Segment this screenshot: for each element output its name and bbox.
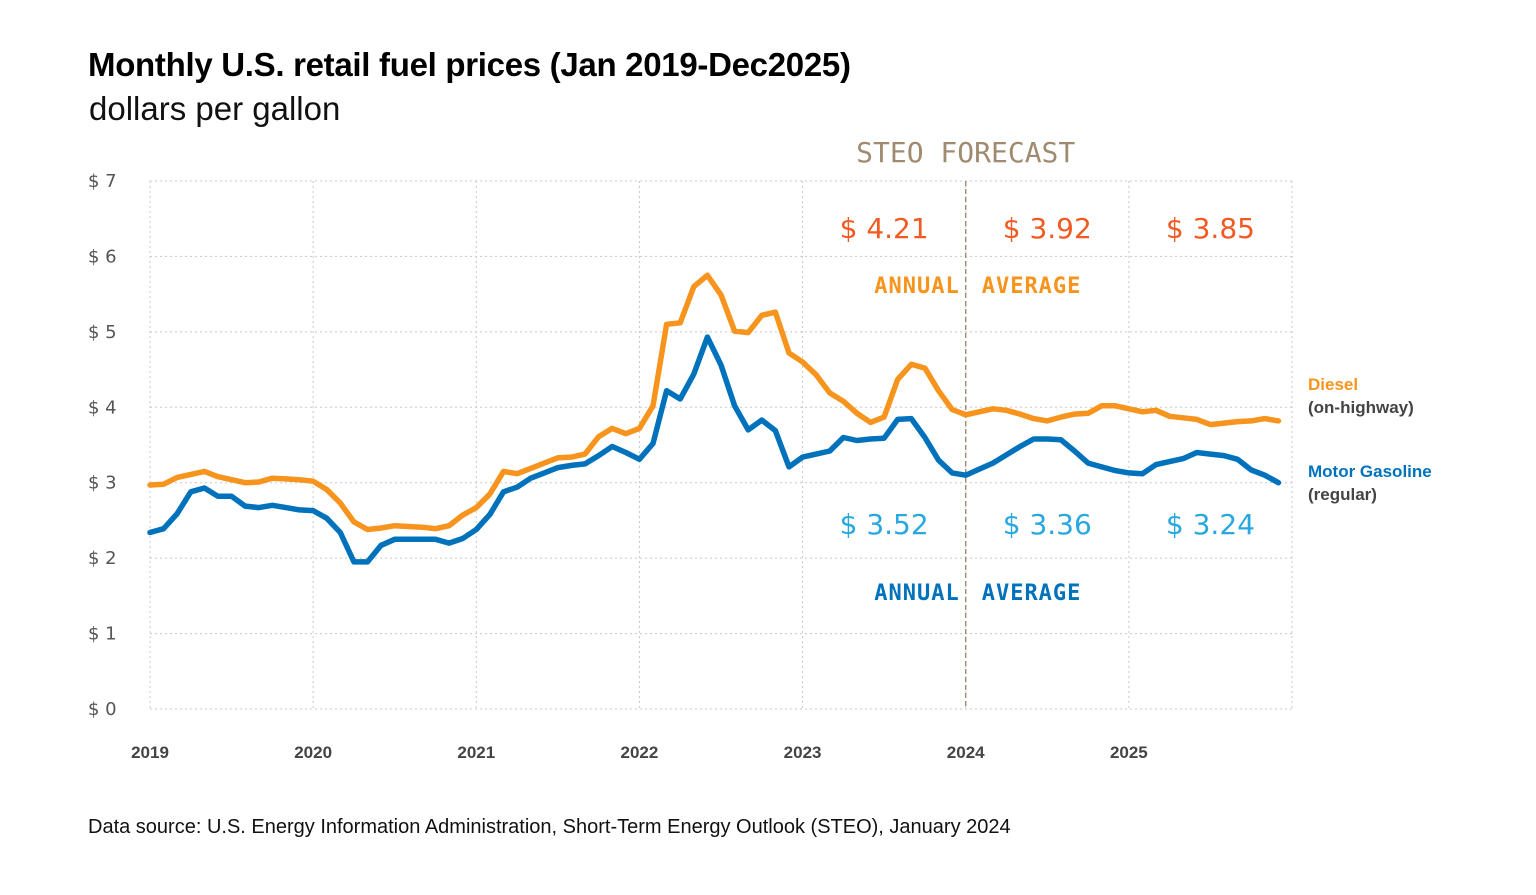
legend-gasoline: Motor Gasoline [1308, 462, 1432, 481]
gasoline-series-line [147, 334, 1282, 565]
x-tick-label: 2022 [621, 743, 659, 762]
y-tick-label: $ 4 [88, 397, 117, 418]
gasoline-annual-average: $ 3.36 [1003, 508, 1092, 541]
x-axis-ticks: 2019 2020 2021 2022 2023 2024 2025 [131, 743, 1148, 762]
y-tick-label: $ 1 [88, 624, 117, 645]
y-tick-label: $ 0 [88, 699, 117, 720]
y-tick-label: $ 3 [88, 473, 117, 494]
forecast-label: STEO FORECAST [856, 136, 1075, 169]
y-tick-label: $ 7 [88, 171, 117, 192]
diesel-annual-label: ANNUAL [874, 274, 959, 299]
x-tick-label: 2021 [457, 743, 495, 762]
gasoline-average-label: AVERAGE [982, 581, 1082, 606]
gasoline-annual-label: ANNUAL [874, 581, 959, 606]
diesel-annual-average: $ 3.92 [1003, 212, 1092, 245]
gasoline-annual-average: $ 3.24 [1166, 508, 1255, 541]
x-tick-label: 2023 [784, 743, 822, 762]
chart-subtitle: dollars per gallon [89, 90, 341, 127]
data-source-note: Data source: U.S. Energy Information Adm… [88, 816, 1011, 838]
x-tick-label: 2024 [947, 743, 985, 762]
legend-diesel-sub: (on-highway) [1308, 398, 1414, 417]
x-tick-label: 2025 [1110, 743, 1148, 762]
legend-gasoline-sub: (regular) [1308, 485, 1377, 504]
y-axis-ticks: $ 0 $ 1 $ 2 $ 3 $ 4 $ 5 $ 6 $ 7 [88, 171, 117, 720]
y-tick-label: $ 2 [88, 548, 117, 569]
x-tick-label: 2020 [294, 743, 332, 762]
diesel-annual-average: $ 4.21 [840, 212, 929, 245]
diesel-annual-average: $ 3.85 [1166, 212, 1255, 245]
grid [149, 180, 1293, 710]
x-tick-label: 2019 [131, 743, 169, 762]
diesel-series-line [147, 272, 1282, 533]
gasoline-annual-average: $ 3.52 [840, 508, 929, 541]
diesel-average-label: AVERAGE [982, 274, 1082, 299]
gasoline-annual-averages: $ 3.52 $ 3.36 $ 3.24 [840, 508, 1255, 541]
y-tick-label: $ 6 [88, 246, 117, 267]
y-tick-label: $ 5 [88, 322, 117, 343]
chart-title: Monthly U.S. retail fuel prices (Jan 201… [88, 46, 851, 83]
legend-diesel: Diesel [1308, 375, 1358, 394]
diesel-annual-averages: $ 4.21 $ 3.92 $ 3.85 [840, 212, 1255, 245]
